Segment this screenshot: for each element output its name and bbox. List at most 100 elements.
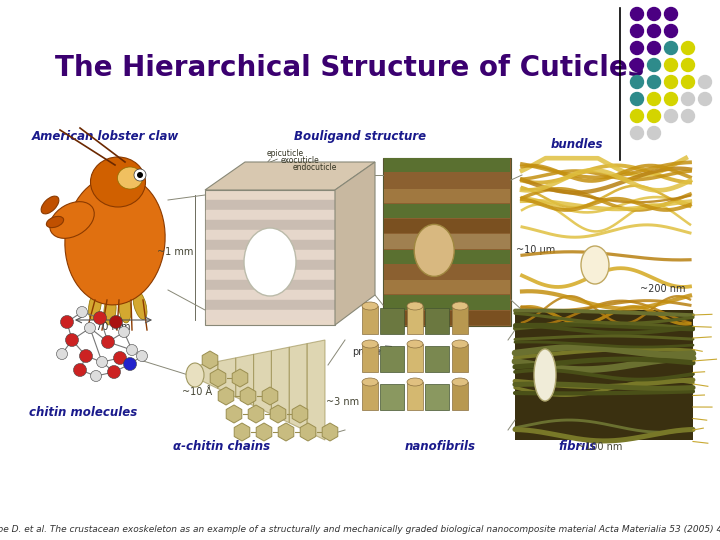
Text: Bouligand structure: Bouligand structure (294, 130, 426, 143)
Bar (362, 306, 378, 334)
Circle shape (631, 24, 644, 37)
Polygon shape (307, 340, 325, 440)
Ellipse shape (407, 340, 423, 348)
Circle shape (682, 92, 695, 105)
Polygon shape (235, 354, 253, 406)
Bar (384, 265, 510, 279)
Circle shape (114, 352, 127, 365)
Text: American lobster claw: American lobster claw (32, 130, 179, 143)
Circle shape (631, 110, 644, 123)
Polygon shape (218, 387, 234, 405)
Bar (407, 306, 423, 334)
Circle shape (647, 24, 660, 37)
Circle shape (631, 8, 644, 21)
Circle shape (647, 58, 660, 71)
Polygon shape (323, 423, 338, 441)
Bar (425, 384, 449, 410)
Ellipse shape (46, 217, 63, 228)
Text: proteins: proteins (352, 347, 392, 357)
Circle shape (698, 76, 711, 89)
Circle shape (102, 335, 114, 348)
Polygon shape (292, 405, 307, 423)
Circle shape (56, 348, 68, 360)
Circle shape (682, 42, 695, 55)
Text: epicuticle: epicuticle (266, 149, 304, 158)
Bar (384, 295, 510, 310)
Circle shape (665, 76, 678, 89)
Ellipse shape (186, 363, 204, 387)
Text: ~10 Å: ~10 Å (182, 387, 212, 397)
Circle shape (631, 76, 644, 89)
Circle shape (137, 172, 143, 178)
Circle shape (665, 24, 678, 37)
Polygon shape (210, 369, 226, 387)
Circle shape (647, 92, 660, 105)
Circle shape (647, 42, 660, 55)
Circle shape (631, 126, 644, 139)
Ellipse shape (534, 349, 556, 401)
Bar (384, 204, 510, 218)
Text: Rabbe D. et al. The crustacean exoskeleton as an example of a structurally and m: Rabbe D. et al. The crustacean exoskelet… (0, 525, 720, 535)
Ellipse shape (407, 302, 423, 310)
Circle shape (665, 110, 678, 123)
Ellipse shape (452, 340, 468, 348)
Ellipse shape (244, 228, 296, 296)
Ellipse shape (362, 340, 378, 348)
Bar (384, 234, 510, 248)
Circle shape (73, 363, 86, 376)
Polygon shape (262, 387, 278, 405)
Ellipse shape (581, 246, 609, 284)
Ellipse shape (50, 201, 94, 238)
Text: The Hierarchical Structure of Cuticles: The Hierarchical Structure of Cuticles (55, 54, 644, 82)
Ellipse shape (65, 175, 165, 305)
Text: fibrils: fibrils (559, 440, 597, 453)
Circle shape (91, 370, 102, 381)
Circle shape (647, 8, 660, 21)
Circle shape (119, 327, 130, 338)
Polygon shape (218, 358, 235, 397)
Ellipse shape (452, 378, 468, 386)
Text: ~3 nm: ~3 nm (326, 397, 359, 407)
Bar (383, 158, 511, 326)
Bar (384, 280, 510, 294)
Text: ~200 nm: ~200 nm (640, 284, 685, 294)
Bar (384, 310, 510, 325)
Bar (452, 344, 468, 372)
Text: ~10 μm: ~10 μm (516, 245, 555, 255)
Circle shape (76, 307, 88, 318)
Polygon shape (515, 310, 693, 440)
Bar (380, 346, 404, 372)
Circle shape (124, 357, 137, 370)
Ellipse shape (91, 157, 145, 207)
Text: chitin molecules: chitin molecules (29, 406, 137, 419)
Circle shape (84, 322, 96, 334)
Ellipse shape (362, 378, 378, 386)
Ellipse shape (414, 225, 454, 276)
Circle shape (682, 58, 695, 71)
Circle shape (109, 315, 122, 328)
Bar (452, 382, 468, 410)
Circle shape (698, 92, 711, 105)
Bar (407, 344, 423, 372)
Circle shape (79, 349, 92, 362)
Polygon shape (335, 162, 375, 325)
Polygon shape (256, 423, 271, 441)
Circle shape (631, 58, 644, 71)
Text: endocuticle: endocuticle (293, 163, 337, 172)
Polygon shape (289, 343, 307, 431)
Bar (384, 188, 510, 203)
Text: 70 mm: 70 mm (96, 322, 130, 332)
Circle shape (60, 315, 73, 328)
Polygon shape (278, 423, 294, 441)
Bar (384, 158, 510, 172)
Ellipse shape (104, 295, 116, 325)
Text: ~100 nm: ~100 nm (577, 442, 623, 452)
Bar (380, 384, 404, 410)
Ellipse shape (407, 378, 423, 386)
Polygon shape (205, 190, 335, 325)
Circle shape (665, 8, 678, 21)
Circle shape (631, 92, 644, 105)
Circle shape (647, 76, 660, 89)
Polygon shape (240, 387, 256, 405)
Polygon shape (202, 351, 217, 369)
